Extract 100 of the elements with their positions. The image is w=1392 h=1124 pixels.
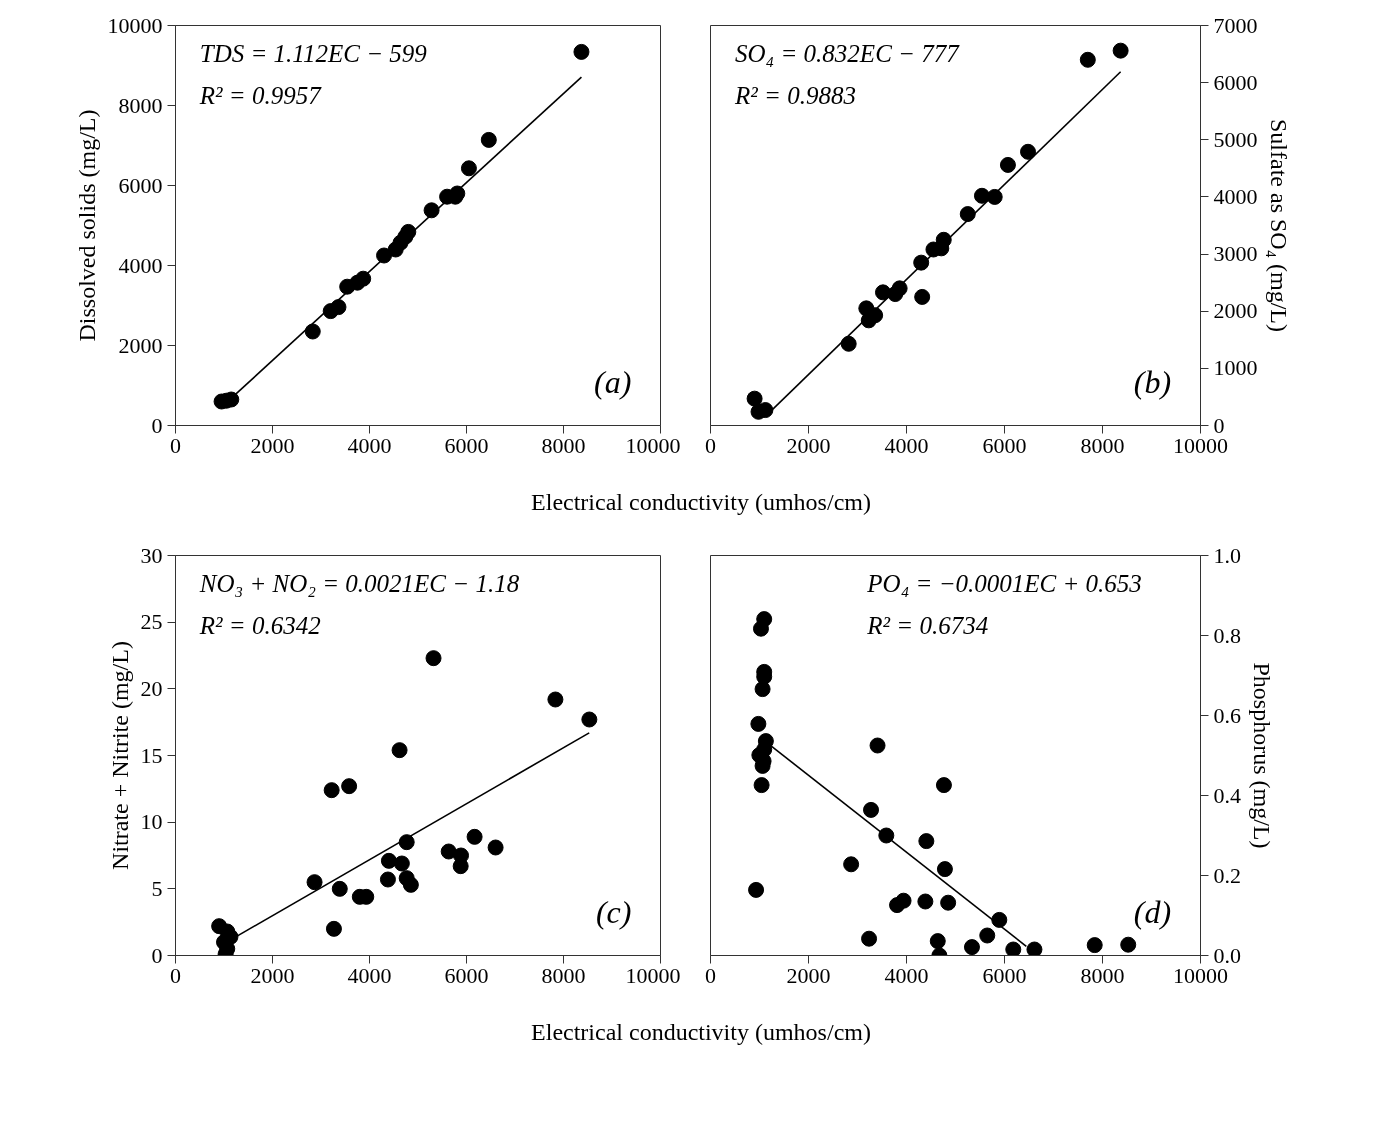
y2-axis-title: Phosphorus (mg/L) <box>1249 662 1275 849</box>
point <box>999 156 1016 173</box>
point <box>929 933 946 950</box>
point <box>869 737 886 754</box>
point <box>423 202 440 219</box>
x-tick-label: 6000 <box>444 962 489 988</box>
point <box>918 833 935 850</box>
point <box>323 782 340 799</box>
annotation: R² = 0.6734 <box>866 612 989 639</box>
x-tick-label: 8000 <box>541 432 586 458</box>
y-tick-label: 5 <box>151 875 163 901</box>
point <box>1120 936 1137 953</box>
y-tick-label: 6000 <box>118 172 163 198</box>
x-tick-label: 6000 <box>444 432 489 458</box>
point <box>895 892 912 909</box>
y-tick-label: 30 <box>140 542 163 568</box>
y-axis-title: Dissolved solids (mg/L) <box>73 109 100 342</box>
point <box>914 288 931 305</box>
y2-tick-label: 1000 <box>1213 355 1258 381</box>
y2-tick-label: 1.0 <box>1213 542 1241 568</box>
y-tick-label: 25 <box>140 609 163 635</box>
annotation: (d) <box>1133 893 1172 930</box>
x-tick-label: 4000 <box>347 432 392 458</box>
point <box>355 270 372 287</box>
point <box>452 858 469 875</box>
y-axis-title: Nitrate + Nitrite (mg/L) <box>106 641 133 870</box>
y2-tick-label: 0.4 <box>1213 782 1241 808</box>
point <box>400 223 417 240</box>
x-axis-title: Electrical conductivity (umhos/cm) <box>530 488 872 517</box>
x-tick-label: 0 <box>170 962 181 988</box>
y-tick-label: 0 <box>151 942 163 968</box>
point <box>861 930 878 947</box>
x-tick-label: 10000 <box>625 432 681 458</box>
x-tick-label: 4000 <box>884 962 929 988</box>
y-tick-label: 20 <box>140 675 163 701</box>
y2-tick-label: 3000 <box>1213 241 1258 267</box>
x-axis-title: Electrical conductivity (umhos/cm) <box>530 1018 872 1047</box>
x-tick-label: 0 <box>170 432 181 458</box>
point <box>748 881 765 898</box>
point <box>380 852 397 869</box>
annotation: NO₃ + NO₂ = 0.0021EC − 1.18 <box>198 570 520 597</box>
point <box>840 335 857 352</box>
x-tick-label: 2000 <box>250 962 295 988</box>
point <box>940 894 957 911</box>
point <box>480 131 497 148</box>
annotation: R² = 0.9957 <box>198 82 323 109</box>
y-tick-label: 4000 <box>118 252 163 278</box>
point <box>746 390 763 407</box>
point <box>986 188 1003 205</box>
point <box>304 323 321 340</box>
point <box>330 299 347 316</box>
point <box>936 861 953 878</box>
x-tick-label: 4000 <box>884 432 929 458</box>
point <box>547 691 564 708</box>
point <box>863 801 880 818</box>
point <box>1026 941 1043 956</box>
y2-tick-label: 0.2 <box>1213 862 1241 888</box>
point <box>750 715 767 732</box>
x-tick-label: 6000 <box>982 432 1027 458</box>
point <box>393 855 410 872</box>
point <box>460 160 477 177</box>
y2-tick-label: 6000 <box>1213 69 1258 95</box>
point <box>425 650 442 667</box>
y-tick-label: 10 <box>140 809 163 835</box>
point <box>581 711 598 728</box>
y2-tick-label: 2000 <box>1213 298 1258 324</box>
point <box>487 839 504 856</box>
x-tick-label: 8000 <box>1080 432 1125 458</box>
x-tick-label: 4000 <box>347 962 392 988</box>
point <box>402 876 419 893</box>
x-tick-label: 0 <box>705 962 716 988</box>
annotation: SO₄ = 0.832EC − 777 <box>735 40 961 67</box>
point <box>891 280 908 297</box>
y2-tick-label: 0.8 <box>1213 622 1241 648</box>
x-tick-label: 10000 <box>625 962 681 988</box>
x-tick-label: 0 <box>705 432 716 458</box>
point <box>391 742 408 759</box>
point <box>991 911 1008 928</box>
point <box>573 43 590 60</box>
point <box>398 834 415 851</box>
annotation: TDS = 1.112EC − 599 <box>199 40 428 67</box>
annotation: (b) <box>1133 363 1172 400</box>
y2-tick-label: 0.6 <box>1213 702 1241 728</box>
point <box>325 920 342 937</box>
point <box>754 681 771 698</box>
annotation: (c) <box>595 893 632 930</box>
point <box>306 874 323 891</box>
y-tick-label: 10000 <box>107 12 163 38</box>
y2-tick-label: 4000 <box>1213 183 1258 209</box>
point <box>843 856 860 873</box>
point <box>917 893 934 910</box>
annotation: R² = 0.6342 <box>198 612 321 639</box>
point <box>935 777 952 794</box>
annotation: (a) <box>594 363 632 400</box>
y-tick-label: 8000 <box>118 92 163 118</box>
x-tick-label: 6000 <box>982 962 1027 988</box>
point <box>379 871 396 888</box>
point <box>1005 941 1022 956</box>
point <box>752 620 769 637</box>
x-tick-label: 2000 <box>786 962 831 988</box>
